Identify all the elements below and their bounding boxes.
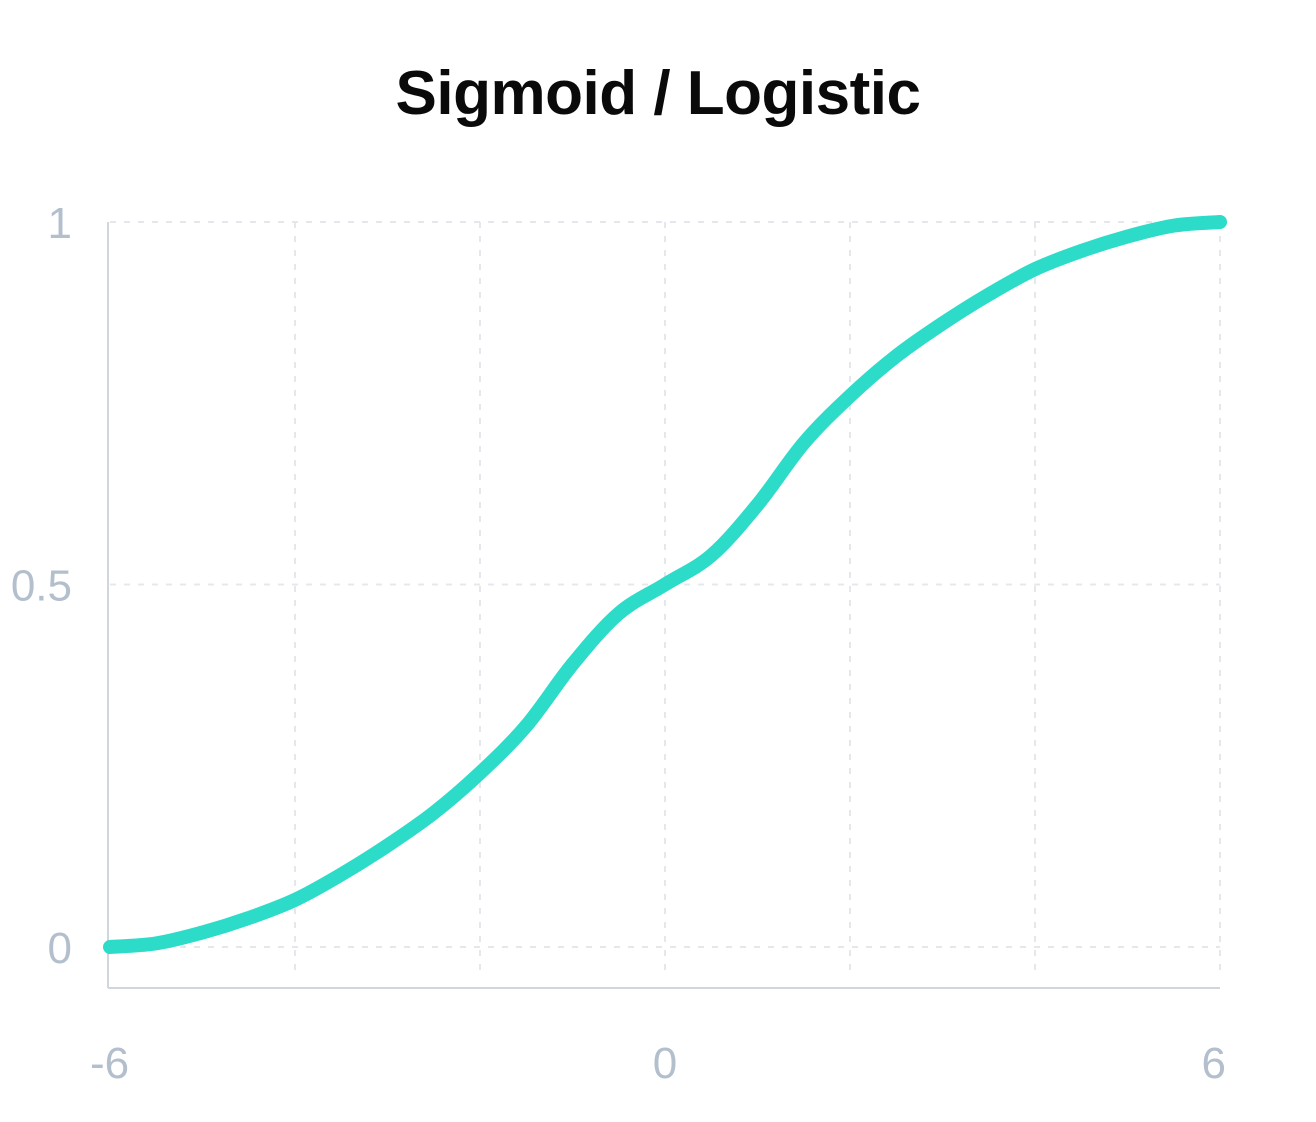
y-tick-label: 1 — [48, 199, 72, 248]
x-tick-label: -6 — [90, 1039, 129, 1088]
x-tick-labels: -6 0 6 — [90, 1039, 1226, 1088]
chart-title: Sigmoid / Logistic — [395, 59, 921, 128]
y-tick-label: 0 — [48, 924, 72, 973]
y-tick-labels: 00.51 — [11, 199, 72, 973]
axes — [107, 222, 1220, 989]
series-group — [103, 215, 1227, 954]
grid-lines — [110, 221, 1221, 978]
y-tick-label: 0.5 — [11, 562, 72, 611]
x-tick-label: 0 — [653, 1039, 677, 1088]
sigmoid-series-line — [103, 215, 1227, 954]
x-tick-label: 6 — [1202, 1039, 1226, 1088]
